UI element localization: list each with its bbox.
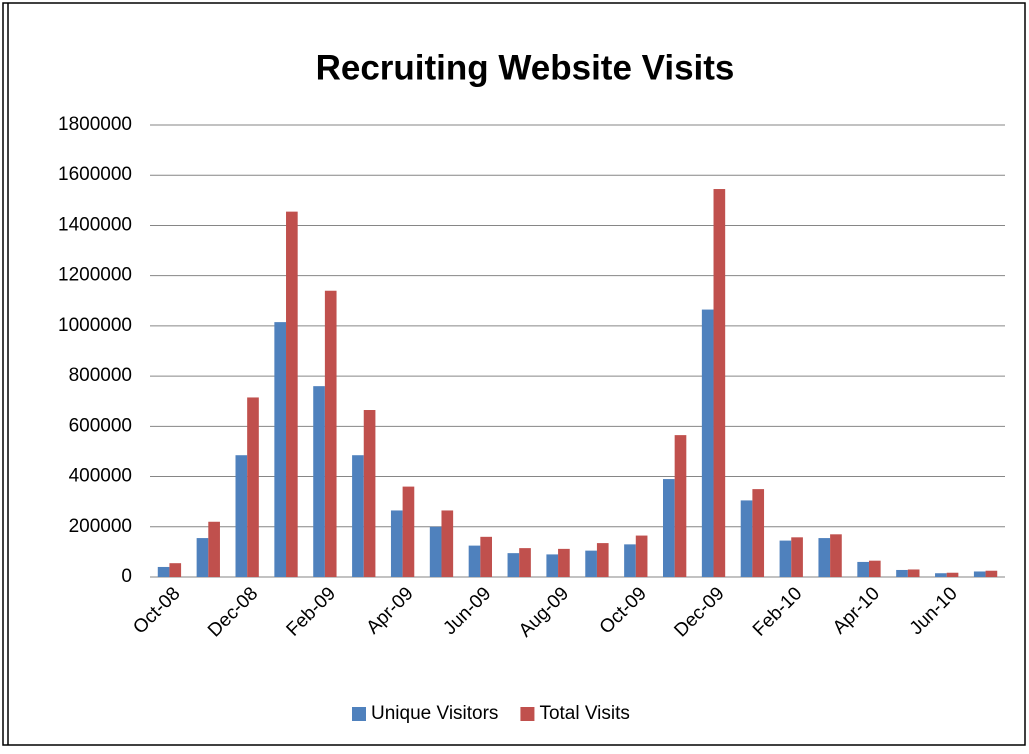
bar [635, 535, 648, 577]
bar [752, 489, 765, 577]
bar [740, 500, 753, 577]
bar [830, 534, 842, 577]
bar [546, 554, 559, 577]
bar [402, 486, 415, 577]
bar [973, 571, 986, 577]
x-tick-label: Oct-08 [129, 583, 184, 638]
y-tick-label: 400000 [69, 466, 132, 487]
bar [480, 536, 492, 577]
legend-swatch [520, 707, 535, 721]
bar [624, 544, 636, 577]
bar [818, 538, 831, 577]
x-tick-label: Apr-09 [363, 583, 418, 638]
legend-label: Unique Visitors [371, 703, 498, 724]
bar [701, 309, 714, 577]
bar [935, 573, 947, 577]
bar [713, 189, 726, 578]
chart-title: Recruiting Website Visits [316, 48, 735, 87]
bar [208, 521, 220, 577]
bar [324, 290, 337, 577]
bar [196, 538, 209, 577]
x-tick-label: Oct-09 [596, 583, 651, 638]
bar [857, 561, 869, 577]
x-tick-label: Feb-09 [283, 583, 340, 640]
bar [507, 553, 520, 577]
y-tick-label: 1000000 [58, 315, 132, 336]
x-tick-label: Jun-09 [439, 583, 495, 639]
bar [286, 211, 298, 577]
bar [585, 550, 597, 577]
bar [868, 560, 881, 577]
bar [896, 569, 908, 577]
legend-label: Total Visits [539, 703, 629, 724]
bar [429, 526, 442, 577]
x-tick-label: Aug-09 [515, 583, 573, 641]
bar [779, 540, 792, 577]
bar [663, 479, 675, 577]
bar [235, 455, 248, 577]
x-tick-label: Apr-10 [829, 583, 884, 638]
y-tick-label: 0 [121, 566, 132, 587]
y-tick-label: 1800000 [58, 114, 132, 135]
y-tick-label: 1400000 [58, 214, 132, 235]
y-tick-label: 200000 [69, 516, 132, 537]
bar [363, 410, 376, 577]
bar [468, 545, 481, 577]
bar [674, 435, 687, 577]
bar [907, 569, 920, 577]
x-tick-label: Dec-08 [204, 583, 262, 641]
bar [946, 572, 959, 577]
bar [441, 510, 454, 577]
x-tick-label: Jun-10 [906, 583, 962, 639]
bar [985, 570, 998, 577]
x-tick-label: Dec-09 [670, 583, 728, 641]
bar [390, 510, 403, 577]
bar [247, 397, 259, 577]
y-tick-label: 600000 [69, 415, 132, 436]
bar [352, 455, 364, 577]
bar [313, 386, 325, 577]
bar [596, 543, 609, 577]
bar [169, 563, 182, 577]
y-tick-label: 800000 [69, 365, 132, 386]
legend-swatch [352, 707, 366, 721]
bar [157, 566, 170, 577]
x-tick-label: Feb-10 [749, 583, 806, 640]
y-tick-label: 1200000 [58, 265, 132, 286]
bar [791, 537, 803, 577]
y-tick-label: 1600000 [58, 164, 132, 185]
bar [519, 548, 531, 577]
bar [274, 322, 287, 577]
bar [558, 548, 570, 577]
